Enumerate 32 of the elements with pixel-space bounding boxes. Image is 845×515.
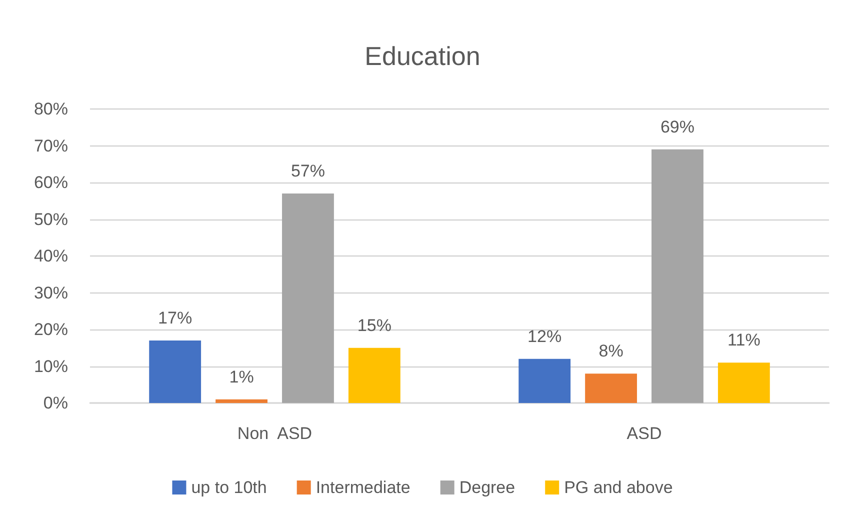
data-label: 17%	[158, 308, 192, 328]
y-tick-label: 60%	[34, 173, 68, 192]
y-tick-label: 0%	[43, 394, 68, 412]
bar	[585, 374, 637, 403]
y-tick-label: 40%	[34, 246, 68, 266]
legend-label: Degree	[459, 478, 516, 497]
data-label: 57%	[290, 162, 325, 181]
bar	[149, 340, 202, 403]
bar	[282, 194, 334, 403]
y-tick-label: 70%	[34, 136, 68, 156]
legend-label: PG and above	[564, 478, 673, 497]
y-tick-label: 50%	[34, 210, 68, 229]
data-label: 12%	[528, 326, 562, 346]
y-tick-label: 80%	[34, 100, 68, 118]
x-tick-label: ASD	[626, 424, 662, 443]
bar	[652, 149, 704, 403]
legend-label: Intermediate	[316, 478, 410, 497]
data-label: 8%	[598, 342, 624, 361]
data-label: 69%	[660, 117, 694, 136]
data-label: 11%	[728, 330, 760, 350]
x-tick-label: Non ASD	[237, 424, 312, 443]
legend-label: up to 10th	[191, 478, 267, 497]
data-label: 1%	[229, 367, 254, 386]
bar	[518, 358, 571, 403]
y-tick-label: 20%	[34, 320, 68, 339]
bar	[348, 348, 400, 403]
y-tick-label: 30%	[34, 283, 68, 302]
chart-title: Education	[364, 41, 480, 71]
y-tick-label: 10%	[34, 356, 68, 376]
bar	[216, 399, 268, 403]
bar	[718, 362, 770, 403]
data-label: 15%	[357, 316, 392, 335]
